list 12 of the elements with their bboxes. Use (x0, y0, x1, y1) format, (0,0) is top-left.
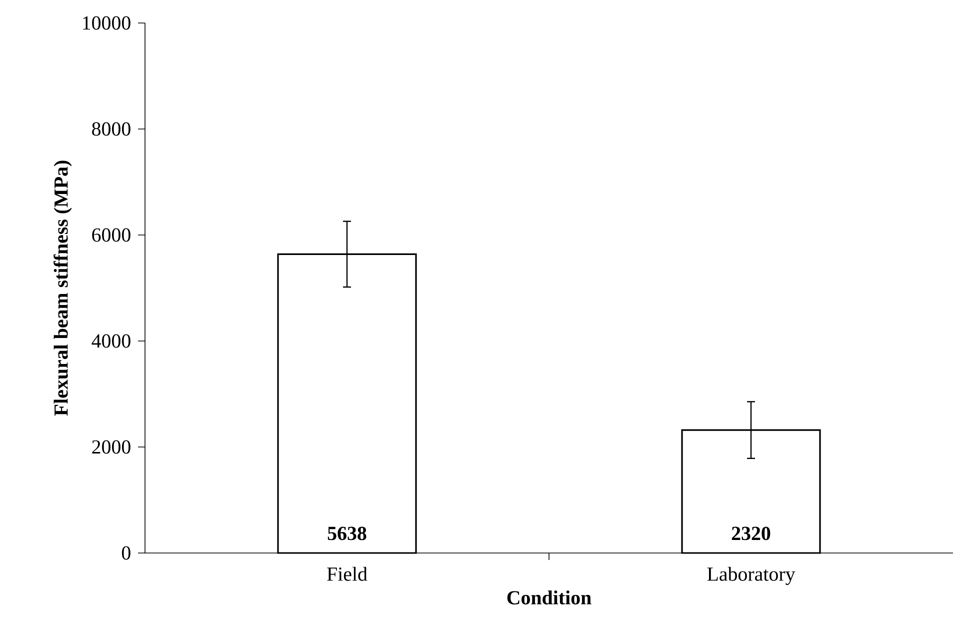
data-label: 5638 (328, 526, 366, 540)
x-axis-title: Condition (507, 590, 592, 604)
y-axis-title: Flexural beam stiffness (MPa) (54, 160, 72, 416)
y-tick-label: 10000 (83, 16, 130, 30)
data-label: 2320 (732, 526, 770, 540)
x-tick-label: Laboratory (707, 566, 796, 585)
y-tick-label: 4000 (92, 334, 130, 348)
y-tick-label: 6000 (92, 228, 130, 242)
y-tick-label: 0 (122, 546, 130, 560)
x-tick-label: Field (327, 566, 368, 581)
y-tick-label: 8000 (92, 122, 130, 136)
y-tick-label: 2000 (92, 440, 130, 454)
